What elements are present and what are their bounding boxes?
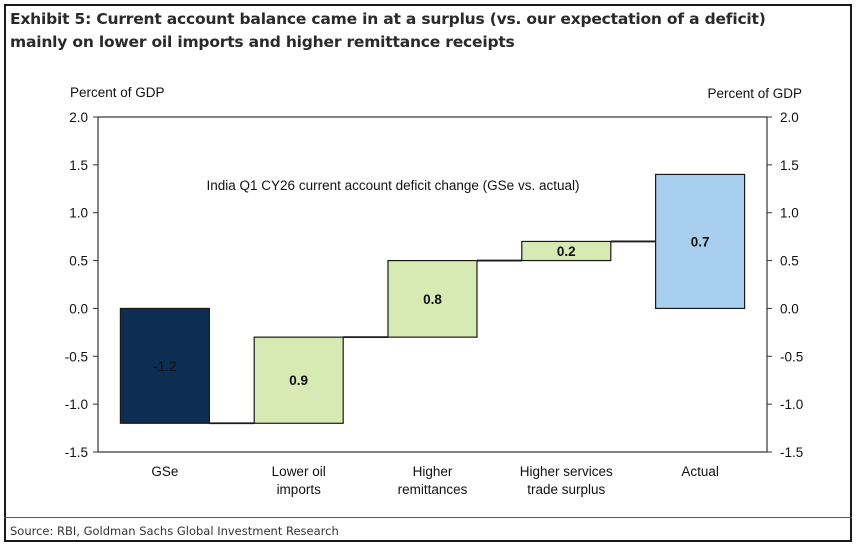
- y-tick-label-left: 1.5: [69, 158, 88, 173]
- category-label: trade surplus: [527, 482, 605, 497]
- y-tick-label-left: -1.0: [65, 397, 88, 412]
- waterfall-bar: [387, 259, 478, 338]
- y-tick-label-left: 0.0: [69, 301, 88, 316]
- category-label: Lower oil: [272, 464, 326, 479]
- waterfall-bar: [119, 307, 211, 424]
- waterfall-bar: [521, 240, 612, 262]
- bar-value-label: -1.2: [153, 359, 176, 374]
- y-tick-label-right: 1.0: [780, 206, 799, 221]
- y-tick-label-left: 0.5: [69, 254, 88, 269]
- source-separator: [4, 517, 852, 518]
- category-label: remittances: [398, 482, 468, 497]
- y-tick-label-left: -0.5: [65, 349, 88, 364]
- category-label: GSe: [151, 464, 178, 479]
- plot-area: [97, 116, 768, 453]
- y-axis-title-left: Percent of GDP: [70, 85, 165, 100]
- bar-value-label: 0.7: [691, 234, 710, 249]
- category-label: imports: [277, 482, 322, 497]
- exhibit-frame: [4, 4, 852, 542]
- category-label: Higher: [413, 464, 453, 479]
- y-tick-label-right: -0.5: [780, 349, 803, 364]
- y-tick-label-left: 2.0: [69, 110, 88, 125]
- y-tick-label-left: 1.0: [69, 206, 88, 221]
- bar-value-label: 0.8: [423, 292, 442, 307]
- y-tick-label-right: -1.5: [780, 445, 803, 460]
- exhibit-title: Exhibit 5: Current account balance came …: [10, 8, 840, 54]
- y-tick-label-right: 2.0: [780, 110, 799, 125]
- chart-annotation: India Q1 CY26 current account deficit ch…: [207, 178, 580, 193]
- y-tick-label-right: -1.0: [780, 397, 803, 412]
- source-note: Source: RBI, Goldman Sachs Global Invest…: [10, 524, 339, 538]
- bar-value-label: 0.9: [289, 373, 308, 388]
- y-tick-label-left: -1.5: [65, 445, 88, 460]
- waterfall-bar: [253, 336, 344, 424]
- y-tick-label-right: 1.5: [780, 158, 799, 173]
- y-axis-title-right: Percent of GDP: [707, 86, 802, 101]
- waterfall-bar: [654, 173, 746, 310]
- category-label: Actual: [681, 464, 719, 479]
- y-tick-label-right: 0.0: [780, 301, 799, 316]
- bar-value-label: 0.2: [557, 244, 576, 259]
- y-tick-label-right: 0.5: [780, 254, 799, 269]
- category-label: Higher services: [520, 464, 613, 479]
- title-line-2: mainly on lower oil imports and higher r…: [10, 33, 515, 51]
- title-line-1: Exhibit 5: Current account balance came …: [10, 10, 766, 28]
